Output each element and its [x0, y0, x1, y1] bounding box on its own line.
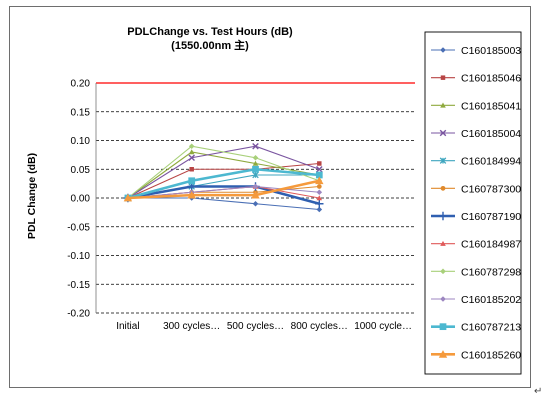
legend: C160185003 C160185046 C160185041 C160185004… [424, 31, 522, 375]
y-tick-label: 0.15 [71, 107, 91, 118]
legend-label: C160184987 [461, 239, 521, 251]
data-point [438, 350, 448, 358]
data-point [316, 165, 323, 173]
data-point [188, 143, 195, 150]
data-point [252, 154, 259, 161]
data-point [315, 199, 324, 208]
y-tick-label: 0.10 [71, 136, 91, 147]
x-tick-label: Initial [116, 321, 139, 332]
y-tick-label: 0.05 [71, 165, 91, 176]
data-point [188, 154, 195, 162]
legend-label: C160185260 [461, 349, 521, 361]
legend-label: C160185041 [461, 100, 521, 112]
data-point [315, 176, 324, 185]
series-line [127, 167, 320, 200]
legend-label: C160787298 [461, 266, 521, 278]
series-line [127, 145, 320, 199]
data-point [439, 323, 447, 331]
data-point [440, 268, 446, 275]
grid-layer [96, 82, 415, 314]
x-tick-label: 500 cycles… [227, 321, 284, 332]
legend-label: C160787190 [461, 211, 521, 223]
x-tick-label: 1000 cycle… [354, 321, 412, 332]
data-point [252, 165, 259, 173]
legend-label: C160185202 [461, 294, 521, 306]
legend-box [424, 31, 522, 375]
data-point [123, 193, 133, 202]
y-tick-label: -0.20 [67, 309, 90, 320]
data-point [252, 200, 259, 207]
data-point [440, 47, 446, 53]
data-point [316, 195, 323, 201]
y-tick-label: 0.00 [71, 194, 91, 205]
data-point [187, 190, 196, 199]
data-point [252, 171, 259, 179]
y-tick-label: -0.15 [67, 280, 90, 291]
data-point [440, 102, 446, 108]
legend-label: C160184994 [461, 156, 521, 168]
data-point [189, 167, 194, 172]
data-point [251, 190, 260, 199]
data-point [317, 161, 322, 166]
chart-figure: PDLChange vs. Test Hours (dB) (1550.00nm… [9, 6, 531, 388]
data-point [252, 142, 259, 150]
return-mark: ↵ [534, 386, 543, 397]
series-line [127, 162, 320, 199]
data-point [440, 296, 446, 302]
data-point [440, 185, 446, 191]
data-point [252, 160, 259, 166]
axis-layer: 0.20 0.15 0.10 0.05 0.00 -0.05 -0.10 -0.15 -0.20… [67, 79, 412, 333]
legend-label: C160185004 [461, 128, 521, 140]
y-tick-label: -0.05 [67, 222, 90, 233]
legend-label: C160185003 [461, 45, 521, 57]
series-line [127, 185, 320, 199]
series-line [127, 185, 320, 206]
legend-label: C160787300 [461, 183, 521, 195]
data-point [438, 211, 448, 221]
data-point [316, 206, 323, 213]
data-point [316, 189, 323, 196]
chart-title: PDLChange vs. Test Hours (dB) [127, 26, 293, 38]
legend-label: C160185046 [461, 73, 521, 85]
data-point [439, 157, 447, 164]
series-line [127, 197, 320, 211]
data-point [439, 129, 447, 137]
data-point [316, 184, 322, 189]
data-point [188, 149, 195, 155]
y-axis-label: PDL Change (dB) [26, 153, 38, 239]
legend-label: C160787213 [461, 322, 521, 334]
chart-subtitle: (1550.00nm 主) [171, 38, 249, 52]
data-point [315, 171, 323, 179]
data-point [252, 183, 259, 190]
data-point [440, 240, 446, 246]
y-tick-label: 0.20 [71, 79, 91, 90]
y-tick-label: -0.10 [67, 251, 90, 262]
data-point [440, 75, 446, 80]
data-point [188, 177, 196, 185]
x-tick-label: 800 cycles… [291, 321, 348, 332]
chart-svg: PDLChange vs. Test Hours (dB) (1550.00nm… [26, 26, 522, 375]
x-tick-label: 300 cycles… [163, 321, 220, 332]
series-line [127, 179, 320, 200]
series-layer [123, 142, 324, 213]
